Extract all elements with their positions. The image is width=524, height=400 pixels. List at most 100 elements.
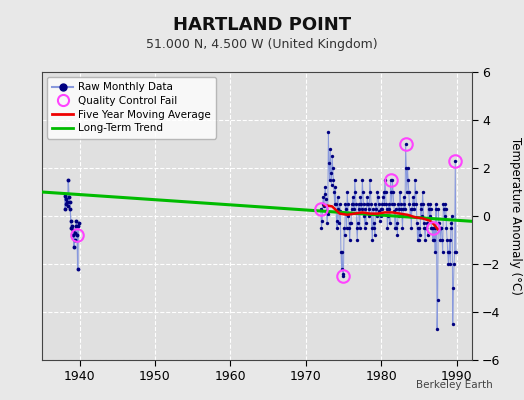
Point [433,326,441,332]
Point [375,201,383,207]
Point [449,285,457,291]
Point [71,230,80,236]
Point [62,196,71,202]
Point [435,220,443,226]
Point [323,220,331,226]
Point [444,261,453,267]
Point [376,218,384,224]
Point [430,225,439,231]
Point [417,201,425,207]
Point [385,206,394,212]
Point [69,227,77,234]
Point [406,213,414,219]
Point [74,222,83,229]
Point [75,220,83,226]
Point [386,220,394,226]
Point [364,206,373,212]
Point [377,213,385,219]
Point [341,232,349,238]
Point [424,206,433,212]
Point [372,201,380,207]
Point [68,222,77,229]
Point [451,249,459,255]
Point [443,237,451,243]
Point [449,321,457,327]
Point [367,201,375,207]
Point [445,249,453,255]
Point [418,213,426,219]
Point [356,194,365,200]
Text: Berkeley Earth: Berkeley Earth [416,380,493,390]
Point [407,225,416,231]
Point [344,213,353,219]
Point [440,206,448,212]
Point [400,201,409,207]
Point [390,208,399,214]
Point [405,201,413,207]
Point [370,232,379,238]
Point [411,189,420,195]
Point [384,213,392,219]
Point [407,206,415,212]
Point [329,165,337,171]
Point [448,213,456,219]
Point [416,232,424,238]
Point [66,198,74,205]
Point [424,201,432,207]
Point [357,201,365,207]
Point [398,225,407,231]
Point [326,146,334,152]
Point [409,194,418,200]
Point [383,206,391,212]
Point [381,177,389,183]
Point [405,189,413,195]
Point [319,201,327,207]
Point [382,201,390,207]
Point [436,225,445,231]
Point [337,249,345,255]
Point [392,225,400,231]
Point [447,220,456,226]
Point [379,189,388,195]
Point [66,206,74,212]
Point [335,201,344,207]
Point [359,201,368,207]
Point [425,213,434,219]
Point [420,220,428,226]
Point [421,237,429,243]
Point [366,189,375,195]
Point [354,201,363,207]
Point [397,206,406,212]
Point [423,232,432,238]
Point [336,208,344,214]
Point [381,189,390,195]
Point [440,213,449,219]
Point [325,177,334,183]
Point [438,237,446,243]
Point [328,182,336,188]
Point [63,203,72,210]
Point [368,237,377,243]
Point [348,201,356,207]
Point [347,220,355,226]
Point [354,220,362,226]
Point [346,220,355,226]
Point [388,177,397,183]
Point [408,206,416,212]
Point [439,249,447,255]
Point [402,165,410,171]
Legend: Raw Monthly Data, Quality Control Fail, Five Year Moving Average, Long-Term Tren: Raw Monthly Data, Quality Control Fail, … [47,77,216,138]
Point [363,194,372,200]
Point [343,189,352,195]
Point [340,225,348,231]
Point [386,177,395,183]
Point [378,201,387,207]
Point [361,206,369,212]
Point [383,225,391,231]
Point [427,206,435,212]
Point [446,261,454,267]
Point [348,194,357,200]
Point [334,194,342,200]
Point [65,194,73,200]
Point [373,189,381,195]
